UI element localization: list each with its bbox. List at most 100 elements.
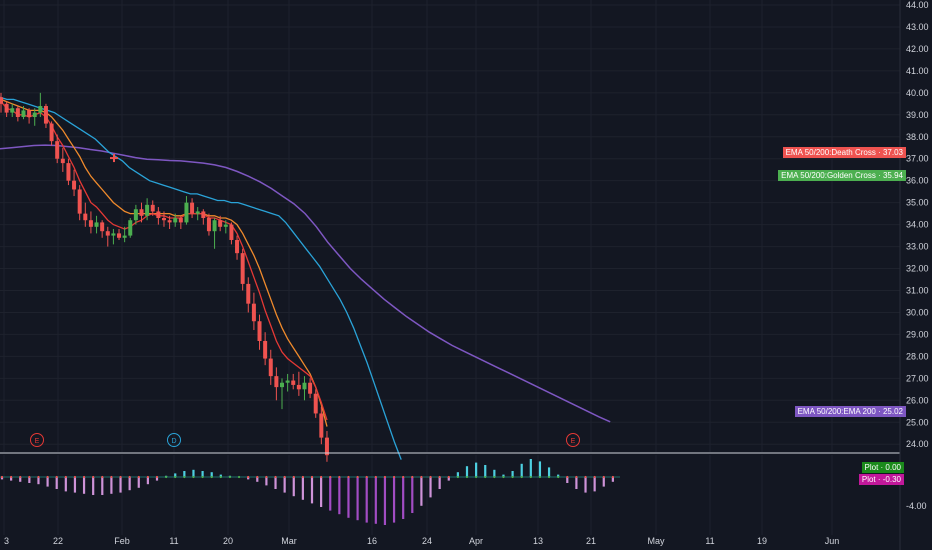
candle-body [212, 220, 217, 232]
x-tick-label: 13 [533, 536, 543, 546]
death-cross-label: EMA 50/200:Death Cross · 37.03 [782, 147, 906, 158]
candle [105, 226, 110, 247]
osc-dot [329, 475, 332, 479]
osc-dot [602, 475, 605, 479]
candle [302, 376, 307, 401]
osc-dot [128, 475, 131, 479]
candle [66, 158, 71, 186]
candle [257, 314, 262, 350]
y-tick-label: 26.00 [906, 395, 929, 405]
osc-dot [502, 475, 505, 479]
candle-body [190, 202, 195, 214]
candle-body [257, 321, 262, 341]
osc-dot [529, 475, 532, 479]
time-axis[interactable]: 3 22 Feb 11 20 Mar 16 24 Apr 13 21 May 11 19 Jun [4, 536, 839, 546]
candle [251, 292, 256, 331]
candle-body [72, 180, 77, 190]
osc-tick-label: -4.00 [906, 501, 927, 511]
candle [21, 106, 26, 120]
candle-body [66, 163, 71, 181]
candle [10, 103, 15, 117]
candle-body [133, 209, 138, 221]
candle-body [263, 341, 268, 359]
event-marker[interactable]: E [566, 433, 580, 447]
candle-body [0, 97, 3, 104]
candle [0, 92, 3, 113]
osc-dot [19, 475, 22, 479]
candle-body [302, 382, 307, 390]
osc-dot [575, 475, 578, 479]
candle-body [21, 110, 26, 117]
osc-dot [447, 475, 450, 479]
candle-body [280, 382, 284, 388]
candle [32, 108, 37, 126]
candle-body [49, 123, 54, 142]
candle-body [105, 231, 110, 236]
osc-dot [438, 475, 441, 479]
osc-dot [201, 475, 204, 479]
candle [201, 209, 206, 225]
osc-dot [46, 475, 49, 479]
osc-dot [192, 475, 195, 479]
event-marker[interactable]: E [30, 433, 44, 447]
candle [167, 215, 172, 229]
osc-dot [55, 475, 58, 479]
y-tick-label: 27.00 [906, 373, 929, 383]
candle-body [308, 382, 313, 394]
price-axis[interactable]: 44.00 43.00 42.00 41.00 40.00 39.00 38.00 37.00… [899, 0, 929, 550]
x-tick-label: 11 [705, 536, 714, 546]
osc-dot [310, 475, 314, 479]
candle [313, 389, 318, 418]
y-tick-label: 28.00 [906, 351, 929, 361]
osc-dot [146, 475, 149, 479]
osc-dot [219, 475, 222, 479]
candle [139, 202, 144, 223]
osc-dot [256, 475, 259, 479]
osc-dot [520, 475, 523, 479]
candle-body [94, 222, 99, 227]
event-circle [167, 433, 181, 447]
candle-body [285, 380, 290, 383]
y-tick-label: 29.00 [906, 329, 929, 339]
plot-label-zero: Plot · 0.00 [861, 462, 904, 473]
candle [111, 229, 116, 245]
candle-body [218, 220, 223, 227]
candle [223, 220, 228, 234]
ema-fast-line [0, 101, 328, 421]
candle-body [32, 112, 37, 117]
candle [285, 373, 290, 392]
event-marker[interactable]: D [167, 433, 181, 447]
osc-dot [566, 475, 569, 479]
candle-body [291, 380, 296, 385]
candle-body [60, 158, 65, 164]
osc-dot [137, 475, 140, 479]
candlestick-series [0, 92, 329, 462]
event-letter: E [571, 438, 576, 445]
candle-body [178, 218, 183, 223]
osc-dot [420, 475, 423, 479]
ema-200-path [0, 144, 611, 423]
candle-body [201, 211, 206, 219]
candle-body [313, 393, 318, 414]
osc-dot [101, 475, 104, 479]
osc-dot [511, 475, 514, 479]
death-cross-marker [110, 154, 118, 163]
candle [263, 332, 268, 366]
osc-dot [73, 475, 77, 479]
candle [94, 215, 99, 234]
osc-dot [283, 475, 286, 479]
candle-body [167, 220, 172, 223]
candle-body [223, 224, 228, 227]
candle [280, 378, 284, 410]
osc-dot [411, 475, 414, 479]
candle [173, 213, 178, 227]
osc-dot [347, 475, 350, 479]
event-circle [30, 433, 44, 447]
candle [246, 277, 251, 313]
candle-body [77, 189, 82, 214]
candle-body [145, 204, 150, 216]
osc-dot [37, 475, 40, 479]
candle-body [184, 202, 189, 223]
